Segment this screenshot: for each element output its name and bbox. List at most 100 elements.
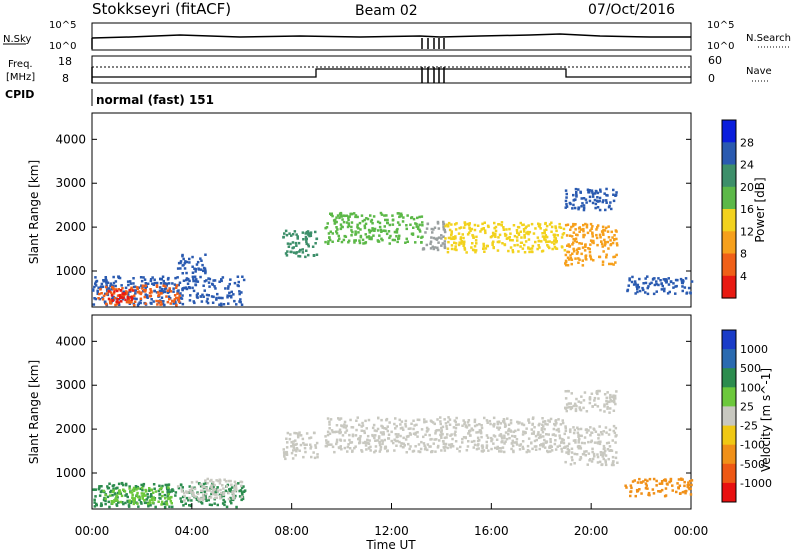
power-echo-point	[111, 298, 114, 302]
power-echo-point	[429, 240, 433, 243]
power-echo-point	[406, 240, 409, 243]
velocity-echo-point	[609, 398, 612, 402]
velocity-echo-point	[399, 434, 402, 438]
power-echo-point	[584, 255, 587, 258]
velocity-panel: Slant Range [km] Velocity [m s^-1] 10002…	[27, 314, 773, 552]
velocity-echo-point	[485, 440, 488, 444]
velocity-echo-point	[446, 420, 450, 424]
power-echo-point	[135, 286, 139, 289]
velocity-echo-point	[603, 452, 606, 455]
velocity-echo-point	[634, 494, 637, 498]
power-echo-point	[613, 255, 617, 258]
power-echo-point	[430, 236, 433, 239]
velocity-echo-point	[333, 450, 336, 454]
power-echo-point	[185, 287, 189, 291]
power-echo-point	[418, 215, 421, 219]
velocity-echo-point	[479, 429, 482, 432]
power-echo-point	[116, 289, 119, 293]
velocity-echo-point	[210, 487, 214, 490]
velocity-echo-point	[546, 449, 549, 453]
velocity-echo-point	[461, 424, 464, 427]
velocity-echo-point	[522, 430, 525, 433]
power-echo-region	[421, 220, 447, 252]
power-echo-point	[142, 276, 145, 279]
velocity-echo-point	[235, 505, 238, 509]
velocity-echo-point	[450, 433, 453, 436]
velocity-echo-point	[150, 493, 153, 496]
velocity-echo-point	[521, 433, 525, 436]
power-echo-point	[467, 231, 471, 234]
power-echo-point	[240, 291, 243, 294]
power-echo-point	[442, 235, 445, 238]
velocity-xtick-label: 00:00	[75, 524, 110, 538]
power-echo-point	[186, 282, 190, 285]
power-echo-point	[412, 217, 416, 221]
velocity-echo-point	[554, 448, 558, 451]
velocity-echo-point	[108, 482, 111, 485]
power-echo-point	[590, 189, 594, 192]
velocity-echo-point	[437, 428, 441, 432]
power-echo-point	[195, 293, 199, 297]
velocity-echo-point	[335, 424, 339, 427]
velocity-echo-point	[381, 442, 384, 446]
power-echo-point	[174, 286, 178, 290]
velocity-echo-point	[365, 448, 368, 451]
velocity-echo-point	[479, 430, 483, 434]
power-echo-point	[575, 192, 578, 195]
velocity-echo-point	[223, 503, 226, 507]
velocity-echo-point	[286, 431, 290, 435]
power-colorbar-tick: 8	[740, 248, 747, 261]
power-echo-point	[484, 231, 487, 235]
velocity-echo-point	[597, 433, 600, 436]
power-echo-point	[681, 285, 684, 288]
power-echo-point	[606, 194, 609, 197]
velocity-echo-point	[507, 423, 511, 426]
power-echo-point	[611, 236, 614, 239]
beam-title: Beam 02	[355, 3, 418, 19]
velocity-echo-point	[585, 410, 589, 413]
power-echo-point	[144, 282, 147, 285]
velocity-echo-point	[599, 440, 602, 443]
power-echo-point	[347, 218, 350, 222]
power-echo-point	[339, 227, 343, 231]
power-echo-point	[560, 236, 564, 239]
power-echo-point	[561, 246, 564, 249]
power-echo-point	[545, 240, 548, 244]
power-echo-point	[574, 237, 578, 240]
power-echo-point	[389, 234, 392, 238]
power-echo-point	[482, 244, 485, 248]
velocity-echo-point	[469, 429, 472, 432]
velocity-echo-point	[442, 442, 446, 446]
velocity-echo-point	[681, 478, 684, 481]
power-echo-point	[582, 235, 585, 239]
power-echo-point	[196, 260, 200, 264]
power-echo-point	[665, 281, 668, 284]
velocity-echo-point	[577, 441, 580, 444]
velocity-colorbar-tick: 25	[740, 400, 754, 413]
velocity-echo-point	[424, 446, 427, 449]
power-echo-point	[93, 285, 96, 289]
power-echo-point	[580, 197, 583, 200]
power-echo-point	[339, 214, 342, 217]
velocity-echo-point	[459, 445, 462, 449]
power-echo-point	[648, 282, 652, 286]
velocity-echo-point	[167, 489, 170, 493]
velocity-echo-point	[292, 449, 295, 452]
velocity-echo-point	[683, 484, 686, 488]
velocity-echo-point	[689, 487, 692, 490]
velocity-echo-point	[690, 479, 694, 482]
power-echo-point	[343, 234, 346, 238]
power-echo-point	[612, 188, 615, 192]
velocity-echo-point	[603, 449, 607, 453]
velocity-echo-point	[594, 430, 598, 433]
power-echo-point	[97, 297, 100, 300]
velocity-echo-point	[222, 498, 225, 502]
power-echo-point	[203, 267, 207, 270]
power-echo-point	[553, 236, 556, 239]
velocity-echo-point	[177, 486, 181, 490]
velocity-echo-point	[186, 491, 189, 495]
power-echo-point	[635, 285, 638, 288]
velocity-echo-point	[583, 441, 586, 445]
velocity-echo-point	[326, 433, 330, 437]
power-echo-point	[164, 287, 168, 290]
